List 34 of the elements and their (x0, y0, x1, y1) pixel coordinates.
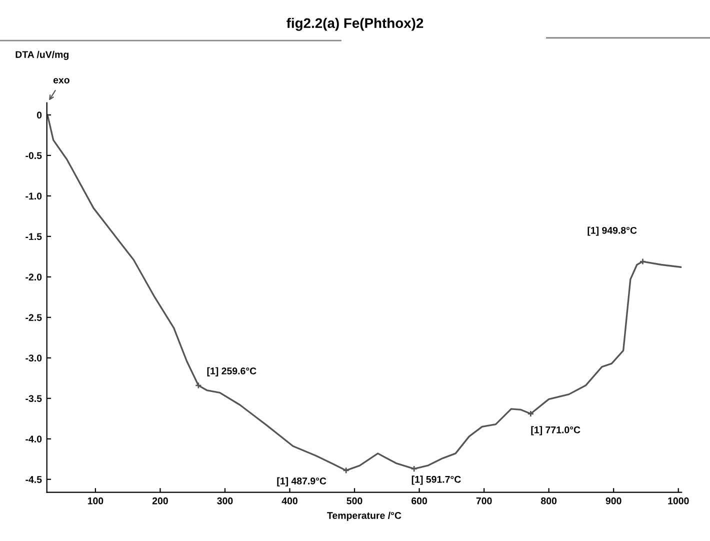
x-tick-label: 800 (541, 497, 557, 504)
x-axis-title: Temperature /°C (327, 512, 402, 521)
x-tick-label: 300 (217, 497, 233, 504)
text: exo (53, 78, 70, 84)
chart-title: fig2.2(a) Fe(Phthox)2 (286, 18, 424, 31)
point (194, 382, 202, 389)
y-tick-label: 0 (36, 112, 42, 119)
y-tick-label: -3.5 (26, 395, 42, 402)
y-tick-label: -4.0 (26, 436, 42, 442)
point (410, 465, 418, 472)
annotation: [1] 949.8°C (588, 226, 637, 236)
y-tick-label: -0.5 (26, 152, 42, 160)
annotation: [1] 487.9°C (277, 477, 326, 486)
point (527, 410, 534, 418)
y-tick-label: -1.0 (26, 192, 42, 200)
y-tick-label: -2.5 (26, 314, 42, 322)
x-tick-label: 700 (476, 497, 492, 504)
y-tick-label: -2.0 (26, 274, 42, 281)
x-tick-label: 1000 (668, 497, 689, 504)
x-tick-label: 200 (152, 497, 168, 504)
x-tick-label: 500 (346, 497, 362, 504)
x-tick-label: 400 (282, 497, 298, 504)
point (639, 258, 646, 265)
annotation: [1] 771.0°C (531, 426, 580, 436)
y-axis-title: DTA /uV/mg (16, 50, 68, 60)
y-tick-label: -1.5 (26, 233, 42, 240)
x-tick-label: 100 (88, 497, 104, 504)
x-tick-label: 900 (606, 497, 622, 504)
point (342, 466, 350, 474)
annotation: [1] 259.6°C (207, 367, 256, 376)
annotation: [1] 591.7°C (412, 476, 461, 485)
y-tick-label: -3.0 (26, 354, 42, 362)
x-tick-label: 600 (412, 497, 427, 504)
y-tick-label: -4.5 (26, 476, 42, 483)
